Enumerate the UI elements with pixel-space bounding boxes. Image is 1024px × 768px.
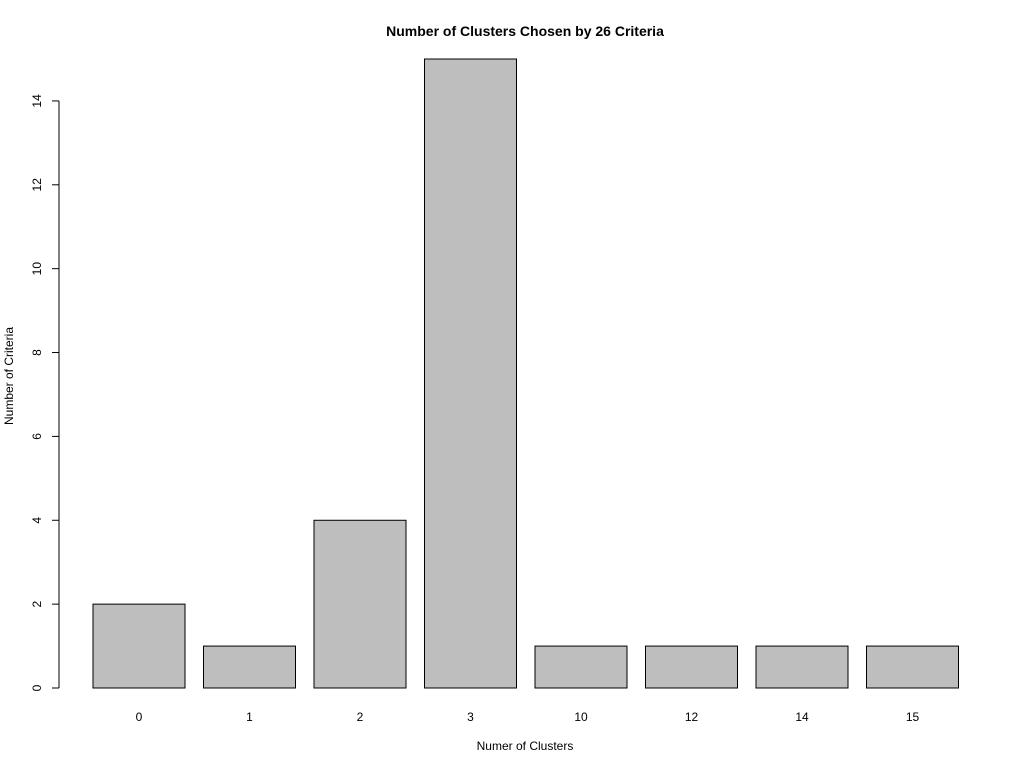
bar-14 <box>755 645 849 689</box>
y-tick-label: 4 <box>30 517 44 524</box>
x-tick-labels-group: 0 1 2 3 10 12 14 15 <box>136 710 920 724</box>
y-ticks-group: 0 2 4 6 8 10 12 14 <box>30 94 59 691</box>
x-tick-label: 12 <box>685 710 699 724</box>
x-tick-label: 0 <box>136 710 143 724</box>
x-tick-label: 10 <box>574 710 588 724</box>
y-tick-label: 0 <box>30 684 44 691</box>
chart-title: Number of Clusters Chosen by 26 Criteria <box>386 23 664 39</box>
bar-1 <box>203 645 296 689</box>
y-tick-label: 14 <box>30 94 44 108</box>
bar-0 <box>92 603 186 689</box>
x-tick-label: 2 <box>357 710 364 724</box>
bar-3 <box>424 58 517 689</box>
bar-12 <box>645 645 738 689</box>
x-tick-label: 3 <box>467 710 474 724</box>
bar-2 <box>313 519 407 689</box>
x-tick-label: 14 <box>795 710 809 724</box>
y-axis-title: Number of Criteria <box>2 327 16 425</box>
y-tick-label: 10 <box>30 262 44 276</box>
x-tick-label: 1 <box>246 710 253 724</box>
y-tick-label: 8 <box>30 349 44 356</box>
bar-10 <box>534 645 628 689</box>
x-axis-title: Numer of Clusters <box>477 739 574 753</box>
y-tick-label: 12 <box>30 178 44 192</box>
bars-group <box>92 58 959 689</box>
y-tick-label: 2 <box>30 600 44 607</box>
y-tick-label: 6 <box>30 433 44 440</box>
x-tick-label: 15 <box>906 710 920 724</box>
bar-15 <box>866 645 959 689</box>
